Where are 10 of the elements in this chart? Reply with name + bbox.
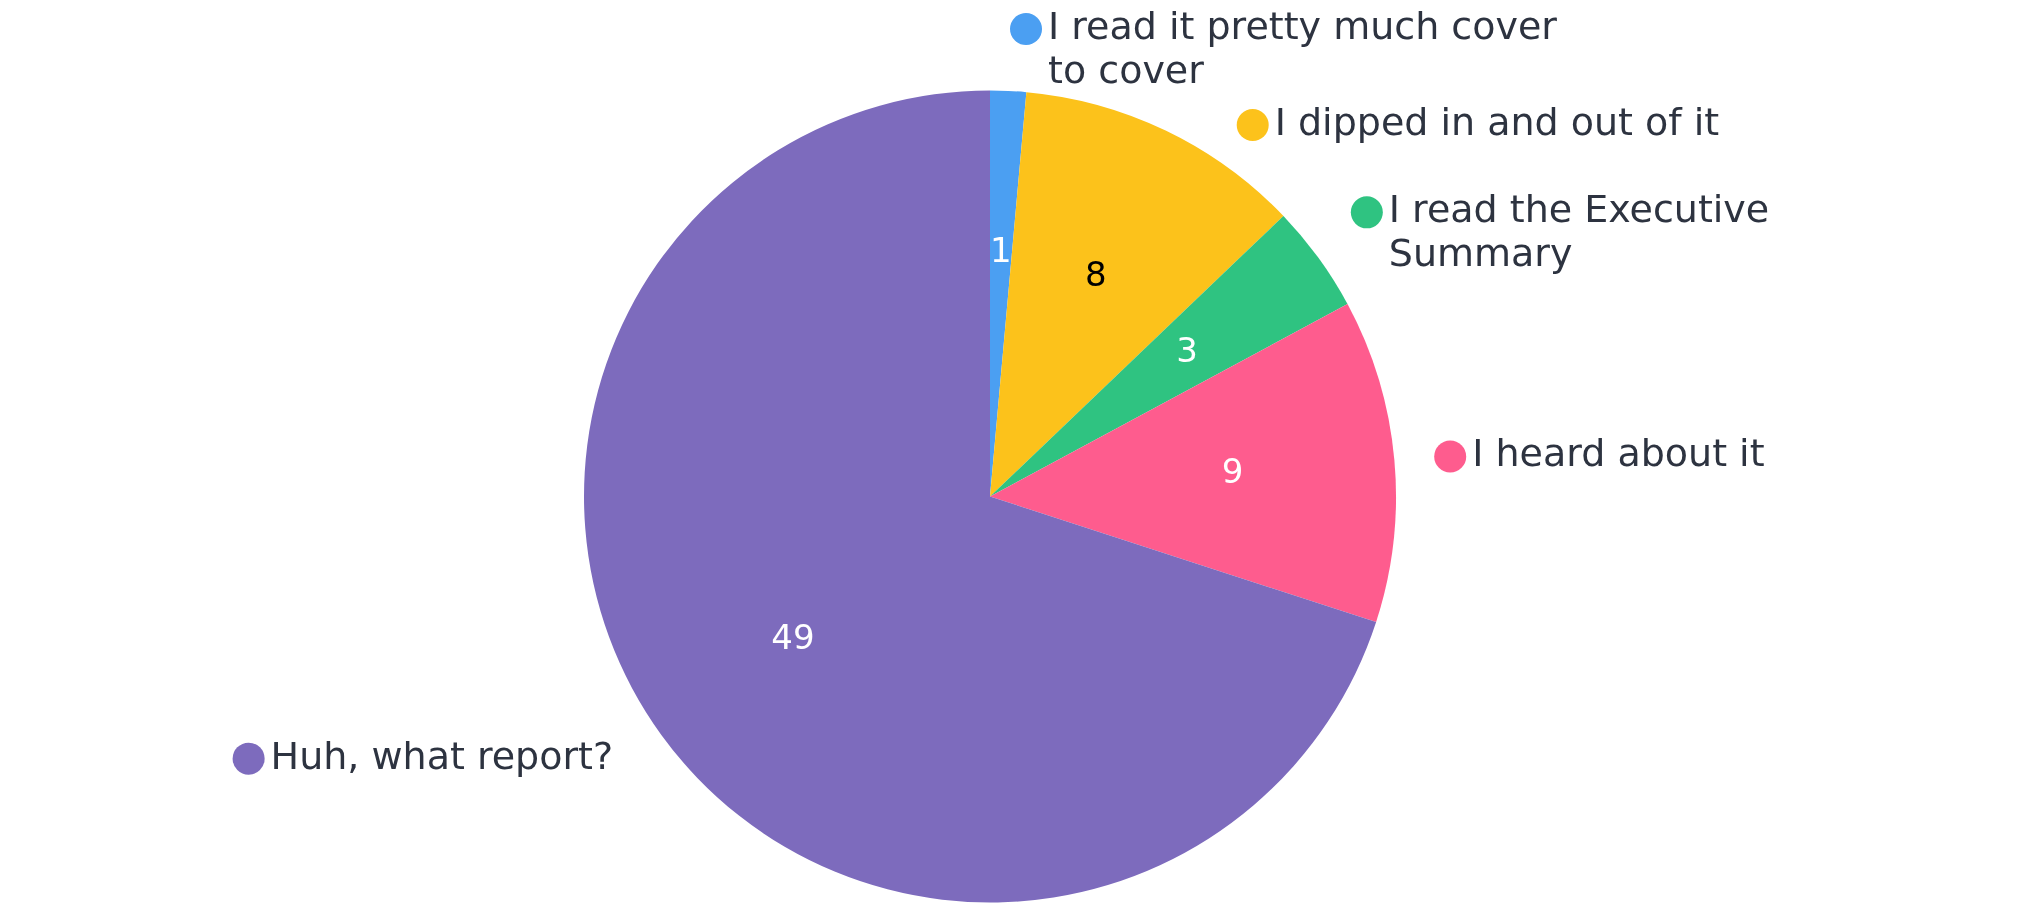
legend-label: I dipped in and out of it	[1274, 99, 1720, 144]
legend-label: Huh, what report?	[270, 733, 614, 778]
legend-label: I read it pretty much cover to cover	[1048, 3, 1558, 92]
data-label: 3	[1176, 330, 1198, 371]
data-label: 49	[771, 616, 815, 657]
data-label: 1	[990, 229, 1012, 270]
legend-label: I read the Executive Summary	[1388, 187, 1770, 276]
data-label: 8	[1084, 253, 1107, 294]
legend-label: I heard about it	[1472, 431, 1765, 476]
data-label: 9	[1221, 451, 1244, 492]
